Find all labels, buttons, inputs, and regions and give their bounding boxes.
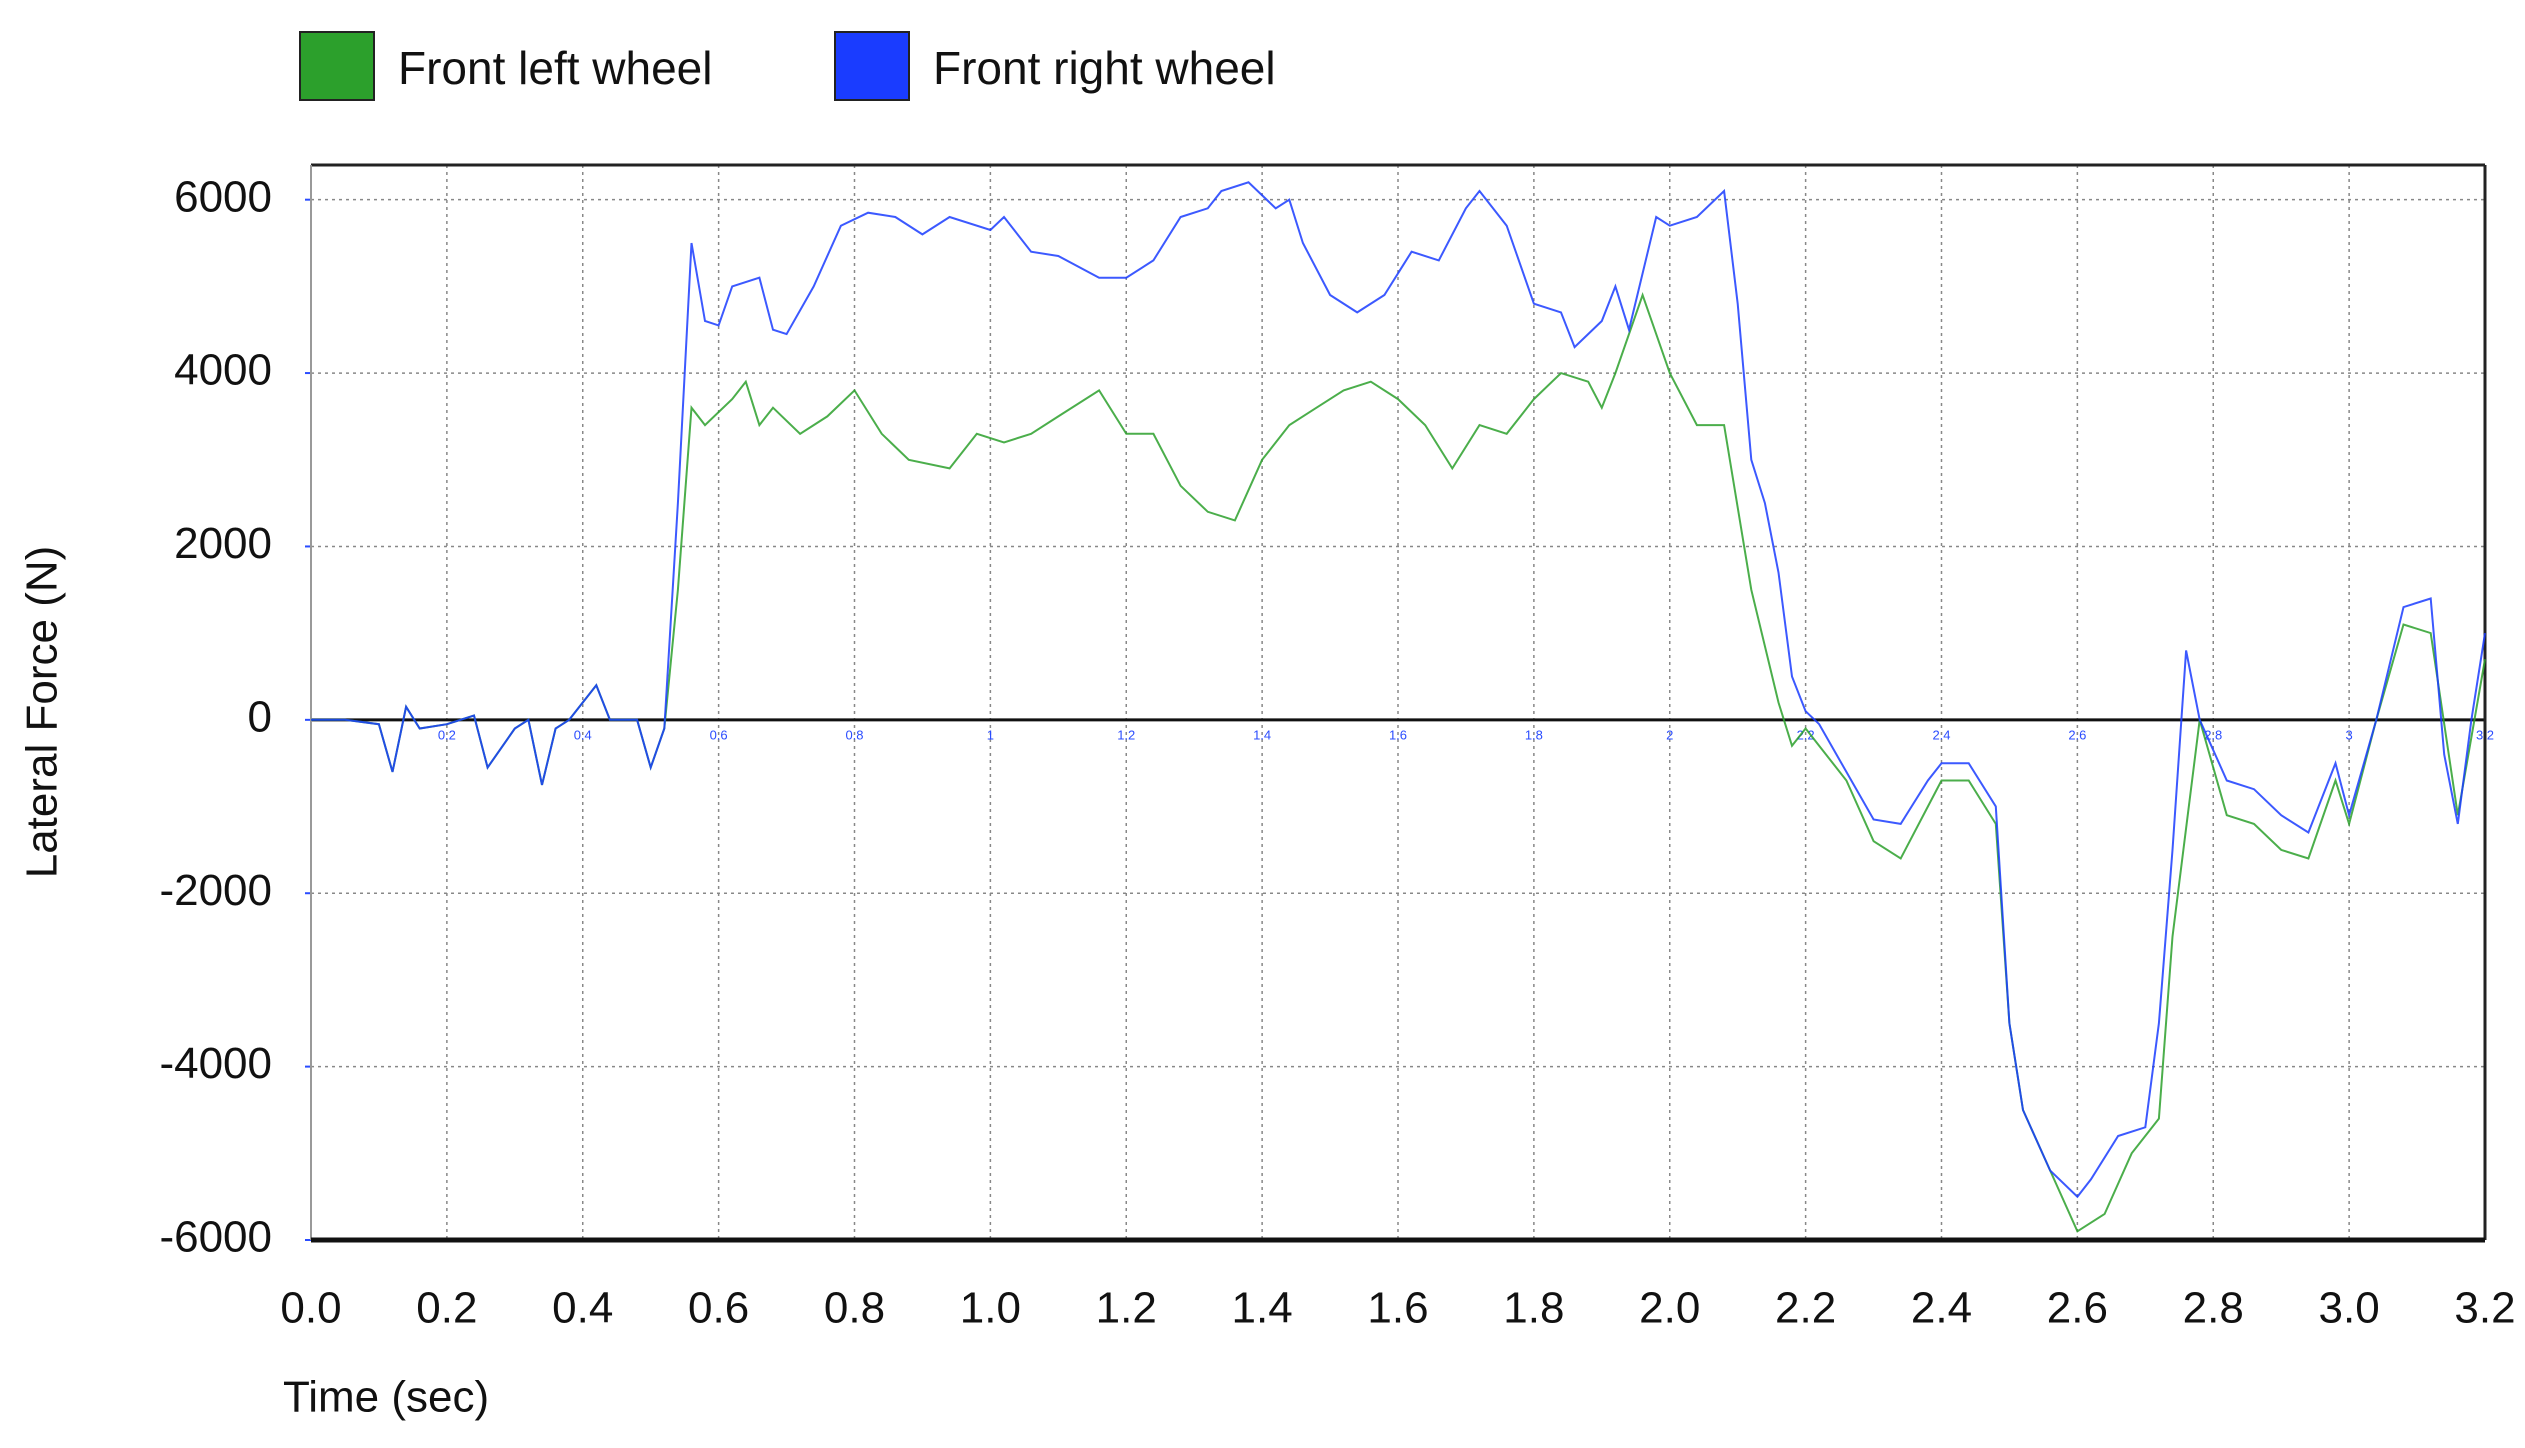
x-tick-label: 2.0 <box>1639 1284 1700 1333</box>
x-tick-label: 1.0 <box>960 1284 1021 1333</box>
legend-swatch <box>299 31 375 101</box>
minor-tick-label: 1.6 <box>1389 727 1407 742</box>
legend-swatch <box>834 31 910 101</box>
minor-tick-label: 1.8 <box>1525 727 1543 742</box>
plot-area <box>311 165 2485 1240</box>
x-tick-label: 3.0 <box>2319 1284 2380 1333</box>
y-axis-title: Lateral Force (N) <box>18 546 67 879</box>
x-tick-label: 2.2 <box>1775 1284 1836 1333</box>
y-tick-label: 4000 <box>174 346 272 395</box>
minor-tick-label: 1.4 <box>1253 727 1271 742</box>
x-tick-label: 2.6 <box>2047 1284 2108 1333</box>
minor-tick-label: 0.4 <box>574 727 592 742</box>
y-tick-label: 2000 <box>174 519 272 568</box>
minor-tick-label: 2 <box>1666 727 1673 742</box>
x-tick-label: 0.0 <box>280 1284 341 1333</box>
y-tick-label: -6000 <box>159 1213 272 1262</box>
x-tick-label: 0.4 <box>552 1284 613 1333</box>
x-tick-label: 0.2 <box>416 1284 477 1333</box>
x-tick-label: 2.8 <box>2183 1284 2244 1333</box>
minor-tick-label: 0.6 <box>710 727 728 742</box>
minor-tick-label: 2.6 <box>2068 727 2086 742</box>
x-tick-label: 1.6 <box>1367 1284 1428 1333</box>
minor-tick-label: 1.2 <box>1117 727 1135 742</box>
y-tick-label: -4000 <box>159 1039 272 1088</box>
legend-label: Front left wheel <box>398 42 712 94</box>
minor-tick-label: 2.4 <box>1932 727 1950 742</box>
minor-tick-label: 3 <box>2346 727 2353 742</box>
minor-tick-label: 2.2 <box>1797 727 1815 742</box>
x-tick-label: 0.8 <box>824 1284 885 1333</box>
x-tick-label: 3.2 <box>2454 1284 2515 1333</box>
y-tick-label: -2000 <box>159 866 272 915</box>
x-tick-label: 1.4 <box>1232 1284 1293 1333</box>
y-tick-label: 6000 <box>174 172 272 221</box>
x-axis-title: Time (sec) <box>283 1373 489 1422</box>
x-tick-label: 1.8 <box>1503 1284 1564 1333</box>
minor-tick-label: 0.8 <box>845 727 863 742</box>
y-tick-label: 0 <box>248 692 272 741</box>
legend-label: Front right wheel <box>933 42 1276 94</box>
x-tick-label: 1.2 <box>1096 1284 1157 1333</box>
x-tick-label: 0.6 <box>688 1284 749 1333</box>
series-line <box>311 181 2486 1199</box>
minor-tick-label: 1 <box>987 727 994 742</box>
minor-tick-label: 0.2 <box>438 727 456 742</box>
x-tick-label: 2.4 <box>1911 1284 1972 1333</box>
